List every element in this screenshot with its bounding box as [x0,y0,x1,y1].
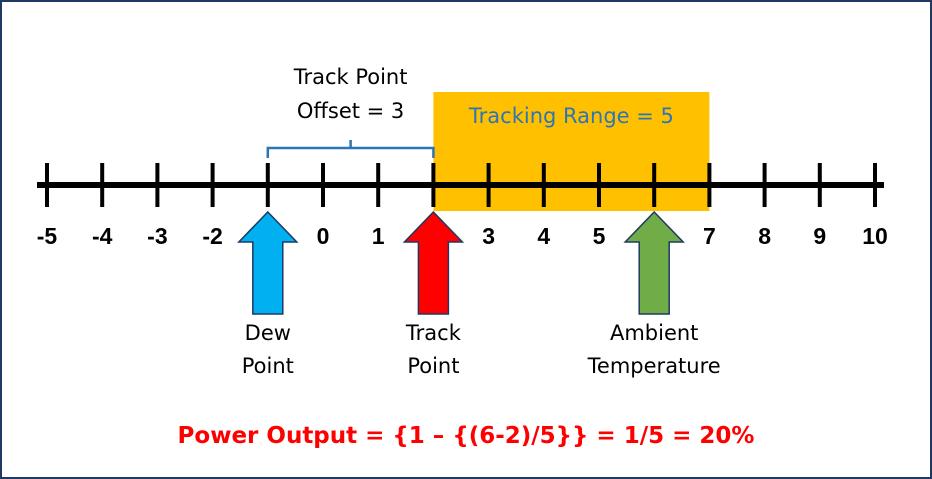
dew-point-arrow [237,210,299,315]
tick-labels: -5-4-3-2-1012345678910 [37,223,888,249]
marker-arrows: Dew Point Track Point Ambient Temperature [237,210,721,378]
tick-label: 1 [372,223,385,249]
track-point-label-line2: Point [407,354,459,378]
ambient-temperature-label-line1: Ambient [610,321,698,345]
ambient-temperature-arrow [623,210,685,315]
tick-label: 8 [758,223,771,249]
ambient-temperature-label-line2: Temperature [587,354,721,378]
power-output-formula: Power Output = {1 – {(6-2)/5}} = 1/5 = 2… [178,423,755,449]
dew-point-label-line2: Point [242,354,294,378]
number-line [37,163,884,207]
tick-label: -4 [92,223,113,249]
offset-brace [266,140,435,158]
tick-label: 4 [537,223,550,249]
dew-point-label-line1: Dew [245,321,291,345]
track-point-label-line1: Track [405,321,462,345]
tick-label: -3 [147,223,167,249]
tick-label: 5 [593,223,606,249]
tick-label: 7 [703,223,716,249]
track-point-arrow [402,210,465,315]
tick-label: 3 [482,223,495,249]
tracking-range-label: Tracking Range = 5 [468,104,674,128]
tick-label: -2 [202,223,222,249]
tick-label: -5 [37,223,58,249]
tracking-range-box [433,92,710,211]
tick-label: 9 [813,223,826,249]
tick-label: 10 [862,223,888,249]
tick-label: 0 [317,223,330,249]
offset-label-line1: Track Point [293,65,408,89]
offset-label-line2: Offset = 3 [297,99,404,123]
